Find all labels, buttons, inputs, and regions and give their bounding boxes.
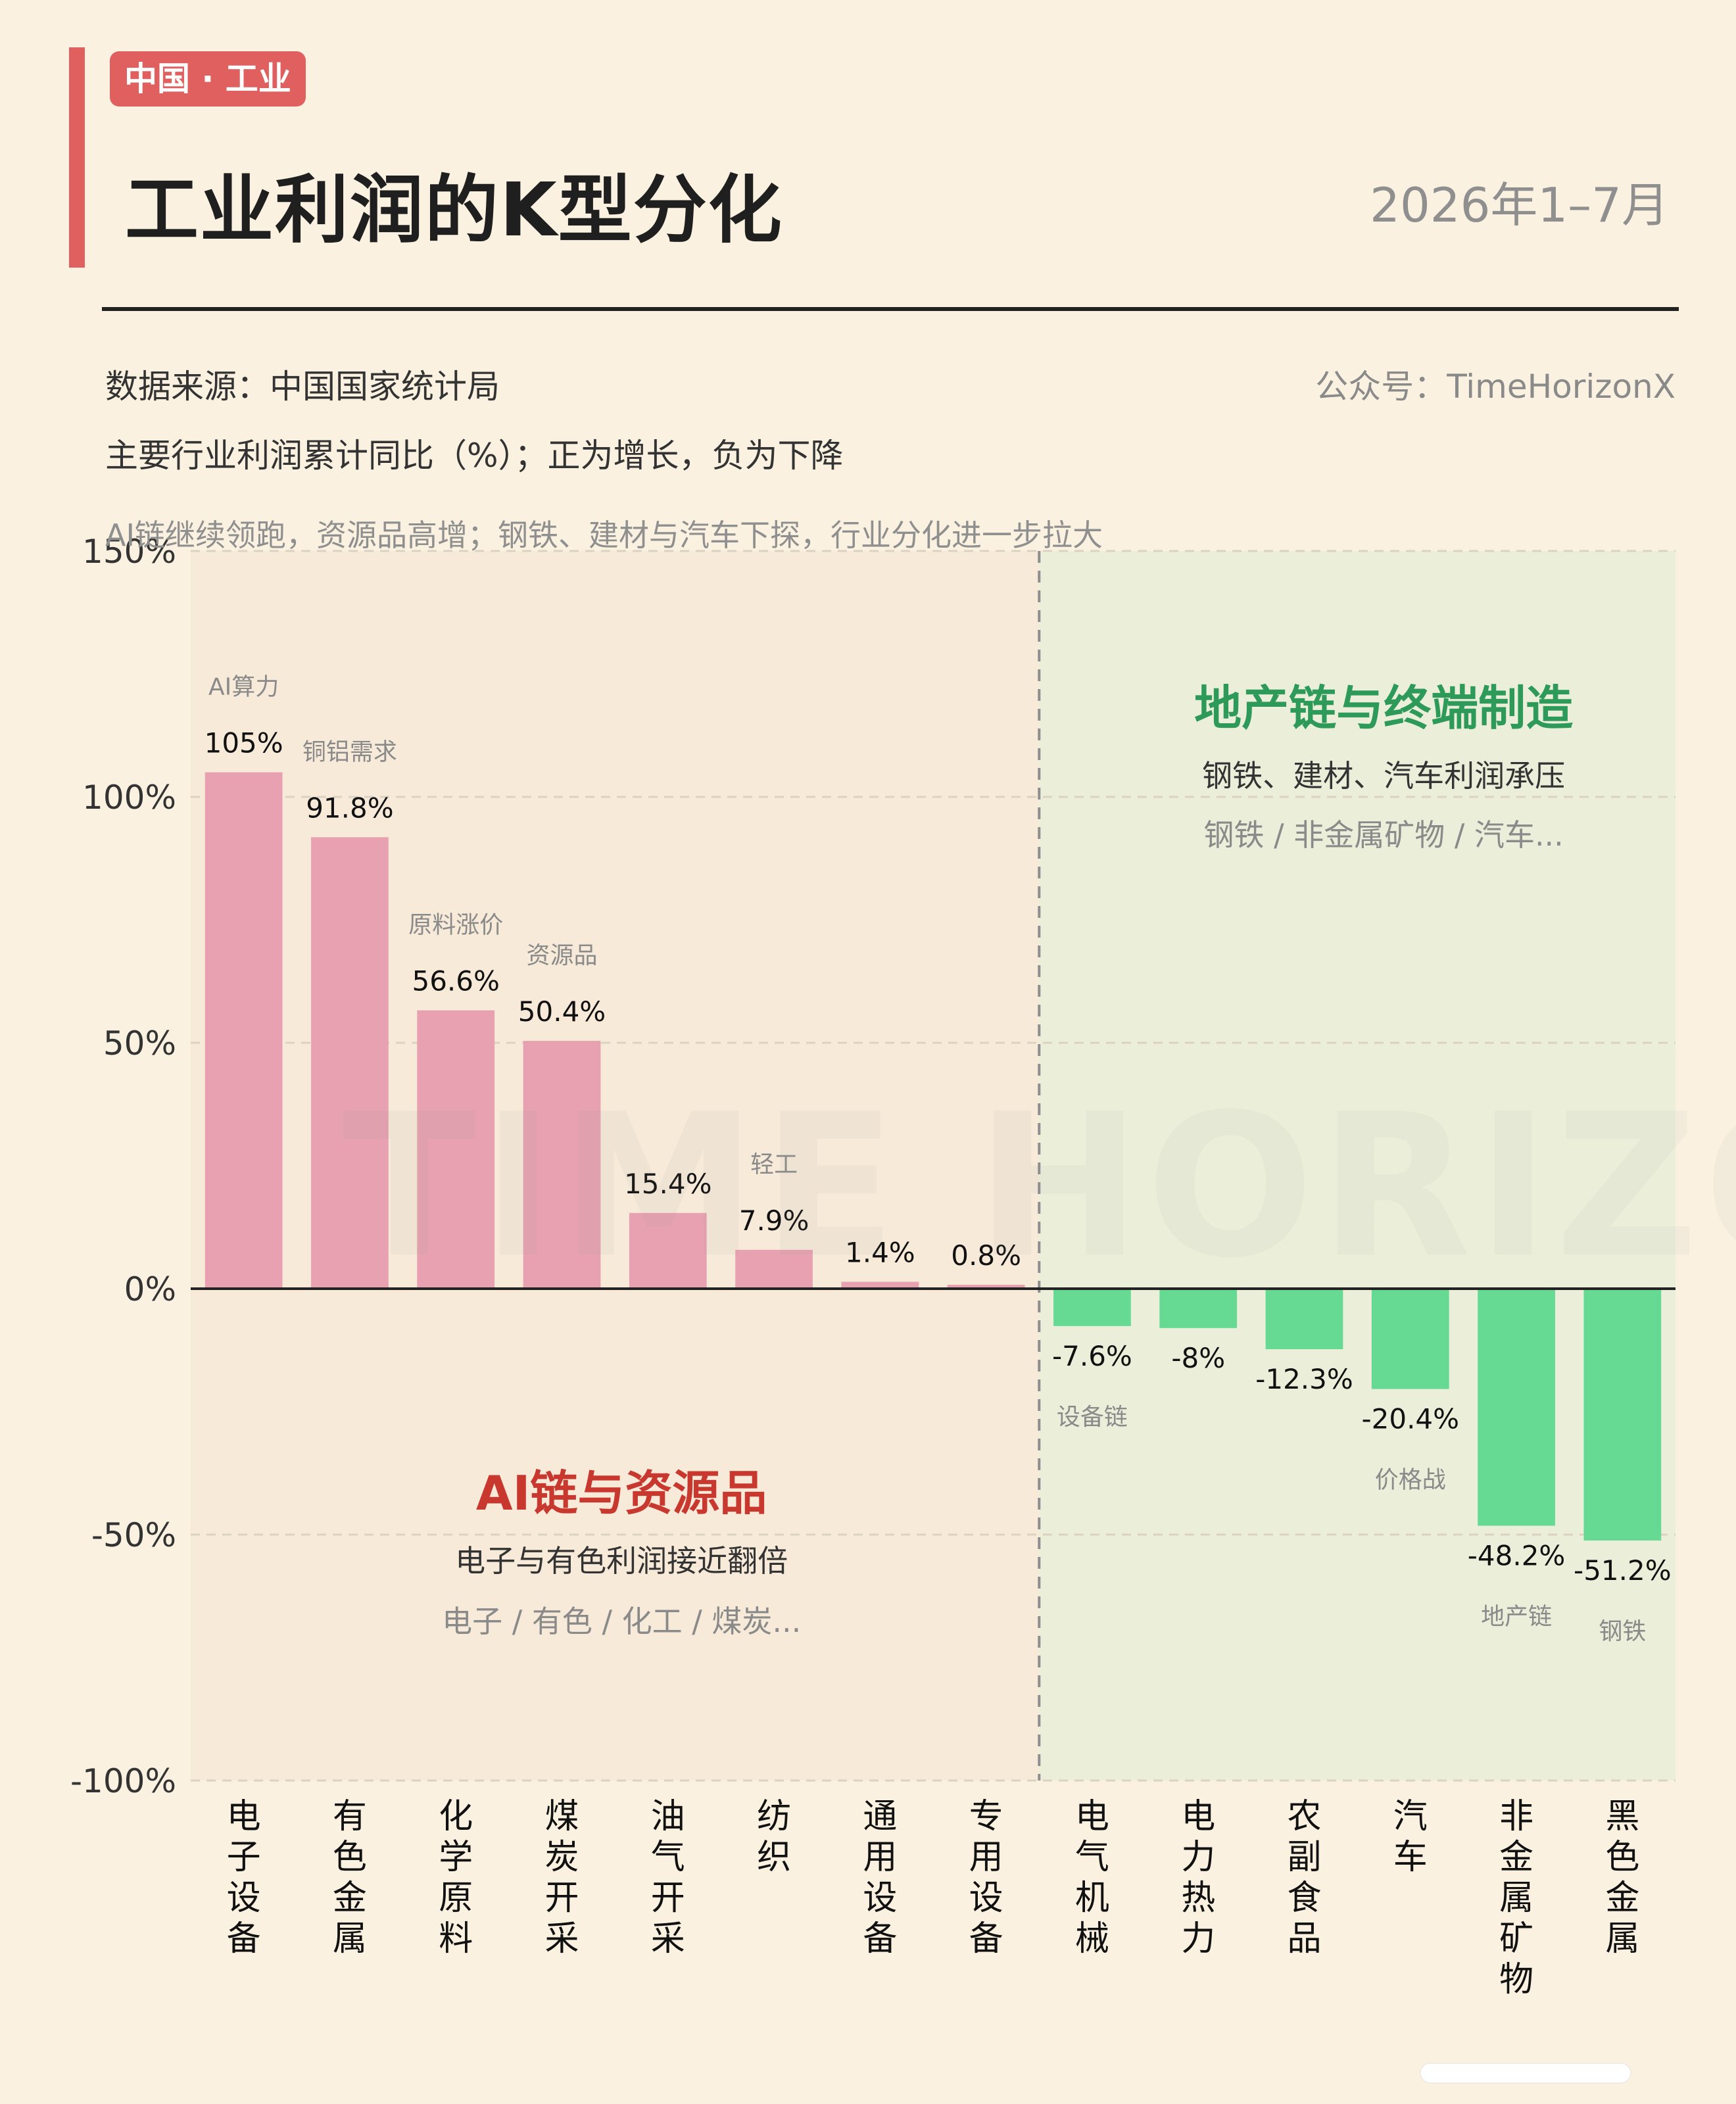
data-label: 50.4%	[518, 995, 606, 1028]
chart-description: 主要行业利润累计同比（%）；正为增长，负为下降	[105, 437, 844, 475]
data-label: -20.4%	[1361, 1403, 1459, 1435]
bar	[629, 1212, 707, 1289]
x-tick-label: 化学原料	[439, 1797, 473, 1959]
x-tick-label: 专用设备	[969, 1797, 1003, 1959]
x-tick-label: 电力热力	[1181, 1797, 1215, 1959]
bar-annotation: 铜铝需求	[302, 738, 397, 765]
data-label: -51.2%	[1574, 1554, 1672, 1587]
bar-annotation: 地产链	[1481, 1604, 1552, 1631]
bar	[205, 772, 283, 1289]
bar	[1371, 1289, 1449, 1389]
x-tick-label: 非金属矿物	[1499, 1797, 1533, 1999]
y-tick-label: -100%	[70, 1762, 176, 1800]
data-label: -7.6%	[1052, 1340, 1132, 1372]
right-region-bg	[1039, 551, 1676, 1781]
page-title: 工业利润的K型分化	[125, 168, 783, 253]
bar-annotation: 钢铁	[1599, 1618, 1646, 1645]
data-label: 7.9%	[739, 1205, 809, 1237]
left-region-heading: AI链与资源品	[476, 1466, 767, 1521]
bar	[1053, 1289, 1131, 1326]
data-label: -48.2%	[1468, 1540, 1566, 1572]
bar	[841, 1281, 919, 1289]
x-tick-label: 油气开采	[651, 1797, 685, 1959]
bar	[417, 1010, 495, 1289]
date-range: 2026年1–7月	[1370, 178, 1669, 233]
x-tick-label: 通用设备	[863, 1797, 897, 1959]
x-tick-label: 有色金属	[333, 1797, 367, 1959]
x-tick-label: 黑色金属	[1605, 1797, 1639, 1959]
title-divider	[102, 307, 1679, 311]
data-label: 105%	[205, 727, 283, 759]
x-tick-label: 纺织	[757, 1797, 791, 1877]
bar-annotation: 设备链	[1057, 1404, 1128, 1431]
bar	[735, 1249, 813, 1289]
accent-bar	[69, 47, 85, 268]
bar-annotation: 资源品	[526, 942, 597, 969]
data-label: -12.3%	[1255, 1363, 1353, 1395]
right-region-members: 钢铁 / 非金属矿物 / 汽车...	[1203, 817, 1563, 853]
account-name: 公众号：TimeHorizonX	[1315, 368, 1676, 406]
left-region-members: 电子 / 有色 / 化工 / 煤炭...	[442, 1604, 801, 1639]
home-indicator-icon	[1420, 2063, 1631, 2084]
data-label: -8%	[1171, 1342, 1225, 1374]
y-tick-label: -50%	[91, 1516, 176, 1554]
y-tick-label: 150%	[82, 533, 176, 571]
bar-annotation: 价格战	[1375, 1467, 1446, 1494]
right-region-heading: 地产链与终端制造	[1194, 681, 1573, 736]
watermark: TIME HORIZON	[342, 1072, 1736, 1301]
bar	[1159, 1289, 1238, 1328]
data-source: 数据来源：中国国家统计局	[105, 368, 500, 406]
bar-annotation: 轻工	[750, 1151, 798, 1178]
right-region-subheading: 钢铁、建材、汽车利润承压	[1202, 758, 1565, 794]
x-tick-label: 煤炭开采	[544, 1797, 579, 1959]
left-region-subheading: 电子与有色利润接近翻倍	[455, 1543, 788, 1579]
data-label: 0.8%	[951, 1239, 1021, 1272]
data-label: 91.8%	[306, 792, 393, 824]
bar	[311, 837, 389, 1289]
x-tick-label: 电气机械	[1075, 1797, 1109, 1959]
x-tick-label: 汽车	[1393, 1797, 1428, 1877]
bar-annotation: 原料涨价	[408, 912, 503, 939]
bar	[1583, 1289, 1662, 1541]
data-label: 1.4%	[845, 1237, 915, 1269]
y-tick-label: 50%	[103, 1024, 176, 1063]
bar	[1478, 1289, 1555, 1526]
data-label: 56.6%	[412, 965, 499, 997]
chart-note: AI链继续领跑，资源品高增；钢铁、建材与汽车下探，行业分化进一步拉大	[105, 517, 1103, 553]
category-tag: 中国 · 工业	[110, 51, 306, 107]
bar	[947, 1285, 1025, 1289]
y-tick-label: 0%	[124, 1270, 176, 1308]
x-tick-label: 电子设备	[227, 1797, 261, 1959]
bar-annotation: AI算力	[208, 674, 279, 701]
bar	[1265, 1289, 1343, 1350]
bar	[523, 1041, 601, 1289]
x-tick-label: 农副食品	[1287, 1797, 1321, 1959]
y-tick-label: 100%	[82, 778, 176, 817]
data-label: 15.4%	[624, 1168, 711, 1200]
